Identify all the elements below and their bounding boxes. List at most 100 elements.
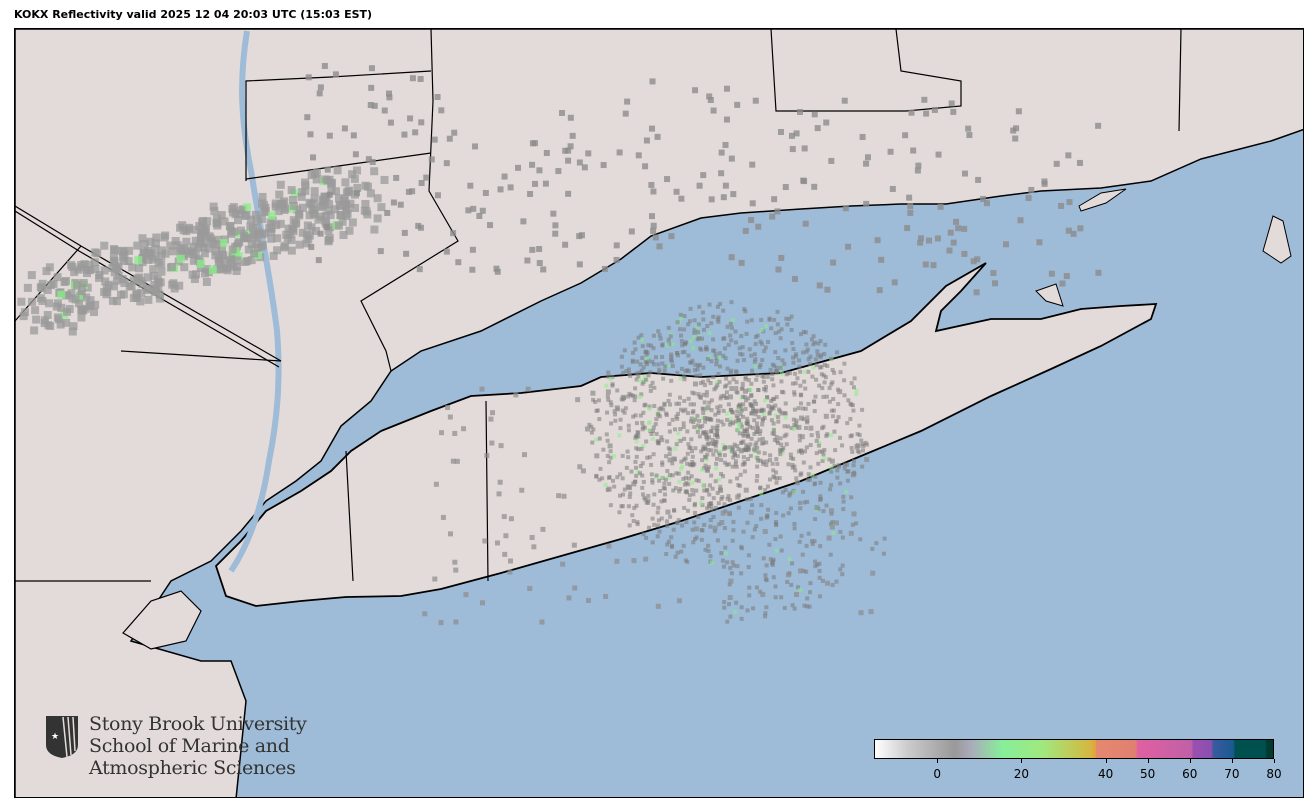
echo-cell [519,487,525,493]
echo-cell [741,402,746,407]
echo-cell [271,199,280,208]
echo-cell [651,346,656,351]
echo-cell [757,365,762,370]
echo-cell [801,350,806,355]
echo-cell [152,233,161,242]
echo-cell [706,378,711,383]
radar-site [719,426,733,440]
echo-cell [758,485,763,490]
echo-cell [1058,202,1065,209]
echo-cell [820,578,825,583]
echo-cell [720,558,725,563]
echo-cell [669,535,674,540]
echo-cell [759,328,764,333]
echo-cell [633,459,638,464]
echo-cell [712,529,717,534]
echo-cell [786,572,792,578]
echo-cell [709,359,714,364]
echo-cell [543,149,550,156]
echo-cell [85,260,94,269]
echo-cell [760,591,766,597]
echo-cell [691,420,696,425]
echo-cell [752,527,757,532]
echo-cell [849,445,854,450]
echo-cell [690,454,695,459]
echo-cell [647,455,652,460]
echo-cell [603,482,608,487]
echo-cell [698,425,703,430]
echo-cell [138,234,147,243]
echo-cell [90,307,99,316]
echo-cell [298,228,307,237]
echo-cell [837,389,843,395]
echo-cell [626,367,631,372]
echo-cell [692,327,697,332]
echo-cell [524,257,531,264]
echo-cell [605,410,610,415]
echo-cell [675,370,680,375]
echo-cell [589,430,594,435]
echo-cell [508,516,514,522]
echo-cell [779,548,784,553]
echo-cell [401,229,408,236]
echo-cell [825,363,830,368]
echo-cell [822,456,827,461]
echo-cell [692,520,697,525]
echo-cell [685,411,690,416]
echo-cell [476,212,483,219]
echo-cell [728,407,733,412]
echo-cell [447,414,453,420]
echo-cell [327,186,336,195]
echo-cell [240,234,249,243]
echo-cell [135,264,144,273]
echo-cell [809,433,814,438]
echo-cell [694,488,699,493]
echo-cell [666,325,671,330]
echo-cell [774,208,781,215]
echo-cell [615,475,620,480]
echo-cell [647,406,652,411]
echo-cell [692,331,697,336]
echo-cell [19,312,28,321]
echo-cell [631,558,637,564]
echo-cell [783,411,788,416]
echo-cell [789,314,794,319]
echo-cell [480,600,486,606]
echo-cell [849,495,854,500]
echo-cell [864,457,870,463]
echo-cell [189,256,198,265]
echo-cell [665,542,670,547]
echo-cell [797,433,802,438]
echo-cell [681,543,686,548]
echo-cell [802,603,807,608]
echo-cell [686,396,691,401]
echo-cell [665,364,670,369]
echo-cell [762,349,767,354]
echo-cell [850,449,855,454]
echo-cell [678,395,683,400]
echo-cell [46,321,55,330]
echo-cell [747,347,752,352]
echo-cell [718,364,723,369]
echo-cell [393,174,400,181]
echo-cell [136,297,145,306]
echo-cell [792,606,797,611]
echo-cell [77,313,86,322]
echo-cell [749,161,756,168]
echo-cell [149,265,158,274]
echo-cell [550,210,557,217]
echo-cell [596,398,601,403]
echo-cell [718,149,725,156]
echo-cell [714,425,719,430]
echo-cell [670,473,675,478]
echo-cell [910,147,917,154]
echo-cell [947,229,954,236]
echo-cell [669,355,674,360]
echo-cell [728,578,734,584]
echo-cell [631,350,636,355]
echo-cell [817,575,822,580]
radar-map[interactable]: ★ Stony Brook University School of Marin… [14,28,1304,798]
echo-cell [585,426,591,432]
echo-cell [759,408,764,413]
echo-cell [527,585,533,591]
